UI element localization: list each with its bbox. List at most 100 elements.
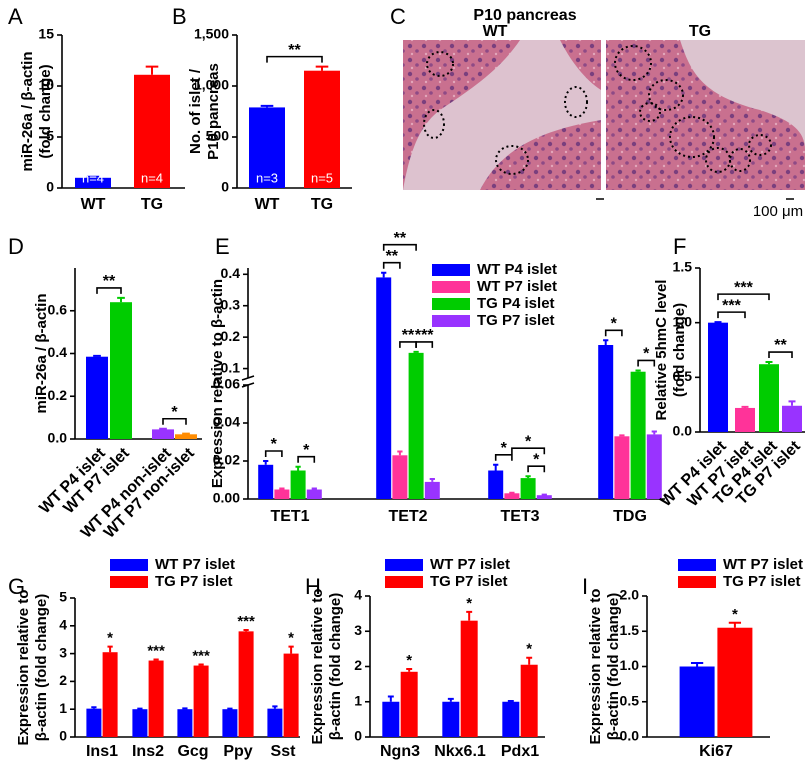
- significance-label: *: [643, 346, 650, 363]
- y-tick-label: 3: [354, 622, 362, 638]
- bar: [536, 495, 552, 499]
- y-tick-label: 0.1: [221, 359, 241, 375]
- significance-label: **: [288, 42, 301, 59]
- error-bar: [263, 460, 269, 465]
- y-tick-label: 0.02: [213, 452, 240, 468]
- error-bar: [728, 621, 742, 628]
- bar: [75, 177, 111, 188]
- legend-swatch: [432, 298, 470, 310]
- bar: [193, 665, 209, 737]
- legend-label: TG P7 islet: [155, 573, 233, 590]
- error-bar: [272, 705, 278, 709]
- significance-bracket: [527, 465, 546, 473]
- y-tick-label: 0: [354, 728, 362, 744]
- error-bar: [182, 707, 188, 710]
- bar: [782, 405, 802, 432]
- significance-label: **: [103, 273, 116, 290]
- legend-swatch: [110, 559, 148, 571]
- error-bar: [429, 478, 435, 482]
- bar: [306, 489, 322, 499]
- bar: [102, 652, 118, 737]
- y-axis-label: (fold change): [37, 64, 54, 158]
- error-bar: [788, 400, 796, 406]
- bar: [134, 74, 170, 188]
- error-bar: [145, 65, 159, 75]
- panel-label: I: [582, 574, 588, 599]
- error-bar: [311, 487, 317, 490]
- bar-label: n=5: [311, 170, 333, 185]
- x-tick-label: Ki67: [699, 743, 733, 760]
- y-tick-label: 0: [46, 179, 54, 195]
- micrograph: [606, 40, 805, 190]
- y-axis-label: β-actin (fold change): [327, 593, 344, 741]
- significance-bracket: [399, 341, 417, 348]
- panel-label: E: [215, 234, 230, 259]
- significance-label: *: [526, 641, 532, 658]
- significance-label: *: [406, 652, 412, 669]
- y-tick-label: 1,500: [194, 26, 229, 42]
- error-bar: [387, 695, 394, 702]
- x-tick-label: Pdx1: [501, 743, 539, 760]
- error-bar: [182, 432, 190, 435]
- bar: [290, 470, 306, 499]
- significance-label: ***: [415, 327, 434, 344]
- panel-label: A: [8, 4, 23, 29]
- x-tick-label: Sst: [271, 743, 297, 760]
- y-tick-label: 1: [354, 692, 362, 708]
- error-bar: [509, 491, 515, 494]
- error-bar: [288, 645, 294, 654]
- error-bar: [117, 296, 125, 303]
- significance-label: *: [288, 630, 294, 647]
- error-bar: [741, 405, 749, 408]
- y-tick-label: 0.0: [620, 728, 640, 744]
- significance-bracket: [382, 261, 401, 269]
- legend-swatch: [385, 559, 423, 571]
- bar: [630, 371, 646, 499]
- error-bar: [227, 707, 233, 710]
- significance-bracket: [511, 447, 546, 455]
- y-tick-label: 2: [354, 657, 362, 673]
- error-bar: [526, 656, 533, 665]
- y-tick-label: 0.2: [48, 387, 68, 403]
- bar: [267, 708, 283, 737]
- y-axis-label: P10 pancreas: [205, 63, 222, 160]
- significance-label: *: [533, 451, 540, 468]
- significance-label: *: [611, 316, 618, 333]
- error-bar: [447, 697, 454, 702]
- bar: [488, 470, 504, 499]
- legend-label: WT P7 islet: [723, 556, 803, 573]
- x-tick-label: TET1: [270, 508, 309, 525]
- bar: [177, 709, 193, 737]
- bar: [258, 464, 274, 499]
- bar: [759, 364, 779, 432]
- y-tick-label: 0.5: [673, 368, 693, 384]
- y-axis-label: β-actin (fold change): [33, 594, 50, 742]
- legend-label: WT P7 islet: [477, 278, 557, 295]
- bar: [400, 671, 418, 737]
- significance-label: *: [303, 442, 310, 459]
- significance-label: **: [774, 337, 787, 354]
- y-tick-label: 0.0: [673, 423, 693, 439]
- bar: [735, 407, 755, 432]
- legend-swatch: [432, 315, 470, 327]
- error-bar: [381, 271, 387, 278]
- y-tick-label: 15: [38, 26, 54, 42]
- axis-break: [241, 375, 255, 381]
- y-tick-label: 2.0: [620, 587, 640, 603]
- error-bar: [107, 645, 113, 653]
- significance-bracket: [264, 450, 283, 457]
- y-tick-label: 0: [221, 179, 229, 195]
- x-tick-label: Ppy: [223, 743, 252, 760]
- significance-label: ***: [722, 297, 741, 314]
- y-tick-label: 1.5: [673, 259, 693, 275]
- significance-label: ***: [147, 642, 165, 659]
- bar: [520, 478, 536, 499]
- error-bar: [541, 493, 547, 496]
- significance-bracket: [162, 417, 187, 425]
- significance-label: **: [394, 230, 407, 247]
- error-bar: [690, 661, 704, 667]
- y-axis-label: Expression relative to: [587, 589, 604, 745]
- x-tick-label: TET2: [388, 508, 427, 525]
- scale-bar-label: 100 μm: [753, 203, 803, 220]
- x-tick-label: TET3: [500, 508, 539, 525]
